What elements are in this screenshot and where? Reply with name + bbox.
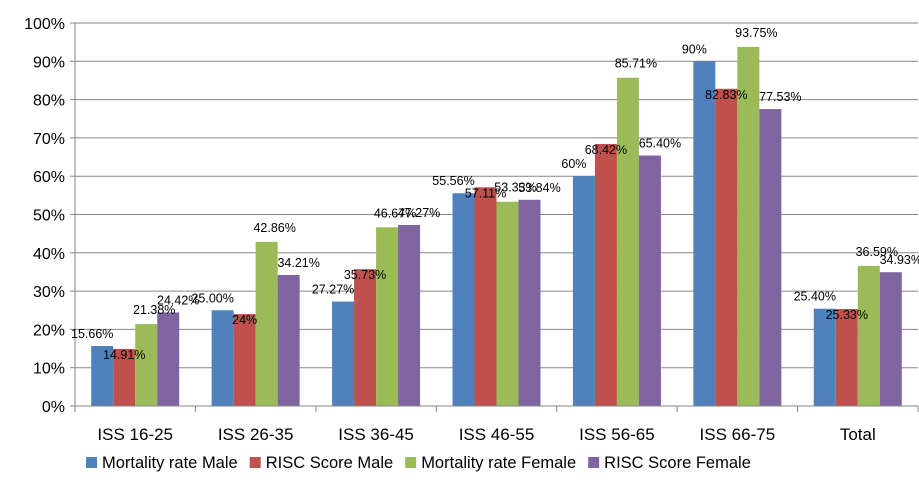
data-labels: 15.66% 14.91% 21.38%24.42%25.00% 24% 42.86% 3… <box>71 26 919 362</box>
bar <box>91 346 114 406</box>
bar <box>813 308 836 406</box>
x-category-label: ISS 26-35 <box>218 425 294 444</box>
legend-label: RISC Score Male <box>266 454 393 472</box>
data-label: 47.27% <box>398 206 440 220</box>
x-category-label: ISS 66-75 <box>700 425 776 444</box>
bars <box>91 46 902 407</box>
data-label: 15.66% <box>71 327 113 341</box>
data-label: 85.71% <box>615 57 657 71</box>
bar <box>616 77 639 406</box>
axes: 0% 10% 20% 30% 40% 50% 60% 70% 80% 90% 100% ISS 16-… <box>24 16 919 444</box>
data-label: 77.53% <box>759 90 801 104</box>
data-label: 57.11% <box>465 186 506 200</box>
bar <box>737 46 760 406</box>
legend-swatch <box>588 457 600 468</box>
y-tick-label: 60% <box>33 169 65 186</box>
data-label: 25.00% <box>191 291 233 305</box>
data-label: 42.86% <box>253 221 295 235</box>
legend-label: Mortality rate Male <box>102 454 238 472</box>
bar <box>879 272 902 406</box>
data-label: 34.21% <box>277 256 319 270</box>
y-tick-label: 40% <box>33 246 65 263</box>
bar <box>277 274 300 406</box>
legend-swatch <box>249 457 261 468</box>
legend: Mortality rate Male RISC Score Male Mortal… <box>86 454 751 472</box>
bar <box>638 155 661 406</box>
data-label: 27.27% <box>312 283 354 297</box>
bar <box>518 199 541 406</box>
y-tick-label: 50% <box>33 208 65 225</box>
data-label: 90% <box>682 42 707 56</box>
y-tick-label: 10% <box>33 361 65 378</box>
data-label: 53.84% <box>518 181 560 195</box>
x-category-label: ISS 56-65 <box>579 425 655 444</box>
y-tick-label: 20% <box>33 322 65 339</box>
data-label: 24.42% <box>157 293 199 307</box>
x-category-label: ISS 36-45 <box>338 425 414 444</box>
data-label: 21.38% <box>133 303 175 317</box>
bar <box>113 348 136 406</box>
bar <box>594 143 617 406</box>
bar <box>572 176 595 406</box>
bar <box>835 308 858 406</box>
data-label: 60% <box>561 157 586 171</box>
data-label: 65.40% <box>639 137 681 151</box>
bar <box>452 193 475 406</box>
data-label: 55.56% <box>432 174 474 188</box>
y-tick-label: 100% <box>24 16 65 33</box>
bar <box>474 187 497 406</box>
data-label: 34.93% <box>880 253 919 267</box>
data-label: 36.59% <box>856 245 898 259</box>
bar <box>398 224 421 406</box>
bar <box>857 265 880 406</box>
x-category-label: ISS 16-25 <box>97 425 173 444</box>
bar <box>715 88 738 406</box>
bar <box>255 241 278 406</box>
data-label: 24% <box>232 313 257 327</box>
data-label: 53.33% <box>494 181 536 195</box>
y-tick-label: 90% <box>33 54 65 71</box>
y-tick-label: 80% <box>33 93 65 110</box>
y-tick-label: 70% <box>33 131 65 148</box>
legend-swatch <box>86 457 97 468</box>
x-category-label: ISS 46-55 <box>459 425 535 444</box>
data-label: 93.75% <box>735 26 777 40</box>
x-category-label: Total <box>840 425 876 444</box>
bar <box>693 61 716 407</box>
data-label: 35.73% <box>344 268 386 282</box>
data-label: 25.33% <box>826 308 868 322</box>
legend-swatch <box>405 457 417 468</box>
bar <box>211 310 234 406</box>
bar <box>233 314 256 406</box>
legend-label: Mortality rate Female <box>421 454 576 472</box>
y-tick-label: 0% <box>42 399 65 416</box>
bar <box>354 269 377 406</box>
bar <box>157 312 180 406</box>
data-label: 25.40% <box>794 290 836 304</box>
data-label: 46.67% <box>374 206 416 220</box>
data-label: 14.91% <box>103 348 145 362</box>
data-label: 82.83% <box>705 88 747 102</box>
legend-label: RISC Score Female <box>604 454 751 472</box>
bar <box>759 109 782 407</box>
y-tick-label: 30% <box>33 284 65 301</box>
bar <box>332 301 355 406</box>
bar <box>496 201 519 406</box>
bar <box>135 324 158 406</box>
bar <box>376 227 399 406</box>
data-label: 68.42% <box>585 143 627 157</box>
